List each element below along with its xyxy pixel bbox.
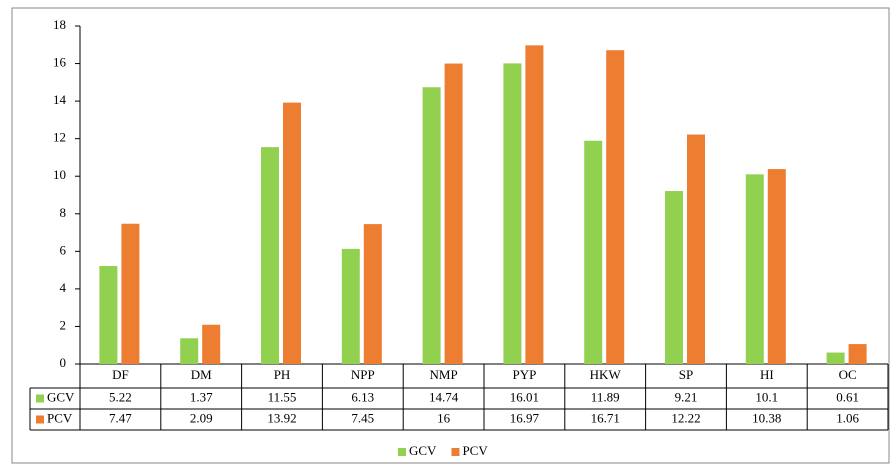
bar bbox=[363, 224, 382, 364]
bar bbox=[767, 169, 786, 364]
x-tick-label: PH bbox=[274, 367, 291, 382]
y-tick-label: 4 bbox=[60, 280, 67, 295]
y-tick-label: 16 bbox=[53, 55, 67, 70]
table-cell: 11.55 bbox=[268, 389, 297, 404]
x-tick-label: DF bbox=[112, 367, 129, 382]
bar bbox=[180, 338, 199, 364]
table-row-label: GCV bbox=[47, 389, 75, 404]
table-cell: 0.61 bbox=[836, 389, 859, 404]
x-tick-label: PYP bbox=[512, 367, 536, 382]
bar bbox=[202, 324, 221, 364]
y-tick-label: 14 bbox=[53, 92, 67, 107]
y-tick-label: 2 bbox=[60, 317, 67, 332]
table-cell: 13.92 bbox=[267, 410, 296, 425]
bar bbox=[584, 140, 603, 364]
bar bbox=[121, 223, 140, 364]
x-tick-label: DM bbox=[191, 367, 212, 382]
table-cell: 1.06 bbox=[836, 410, 859, 425]
x-tick-label: NPP bbox=[351, 367, 375, 382]
x-tick-label: HKW bbox=[590, 367, 622, 382]
table-cell: 12.22 bbox=[671, 410, 700, 425]
legend-label: GCV bbox=[409, 443, 437, 458]
bar bbox=[525, 45, 544, 364]
table-cell: 16.97 bbox=[510, 410, 540, 425]
y-tick-label: 8 bbox=[60, 205, 67, 220]
table-cell: 9.21 bbox=[675, 389, 698, 404]
legend-key bbox=[451, 448, 460, 456]
bar bbox=[261, 147, 279, 364]
bar bbox=[341, 248, 360, 364]
y-tick-label: 12 bbox=[53, 130, 66, 145]
bar bbox=[665, 191, 683, 364]
bar bbox=[99, 265, 118, 364]
bar bbox=[422, 87, 441, 365]
table-cell: 6.13 bbox=[351, 389, 374, 404]
legend-label: PCV bbox=[462, 443, 488, 458]
x-tick-label: HI bbox=[760, 367, 774, 382]
table-cell: 1.37 bbox=[190, 389, 213, 404]
y-tick-label: 10 bbox=[53, 167, 66, 182]
legend-key bbox=[36, 415, 44, 424]
bar bbox=[283, 102, 301, 364]
x-tick-label: SP bbox=[679, 367, 693, 382]
x-tick-label: NMP bbox=[430, 367, 458, 382]
table-cell: 16 bbox=[437, 410, 451, 425]
table-cell: 10.1 bbox=[755, 389, 778, 404]
table-cell: 5.22 bbox=[109, 389, 132, 404]
x-tick-label: OC bbox=[839, 367, 857, 382]
table-cell: 2.09 bbox=[190, 410, 213, 425]
y-tick-label: 18 bbox=[53, 17, 66, 32]
bar bbox=[687, 134, 705, 364]
table-cell: 7.45 bbox=[351, 410, 374, 425]
bar bbox=[503, 63, 522, 365]
bar bbox=[606, 50, 625, 365]
table-cell: 10.38 bbox=[752, 410, 781, 425]
table-cell: 14.74 bbox=[429, 389, 459, 404]
table-cell: 16.71 bbox=[591, 410, 620, 425]
table-cell: 7.47 bbox=[109, 410, 132, 425]
bar bbox=[848, 344, 867, 364]
y-tick-label: 6 bbox=[60, 242, 67, 257]
bar bbox=[745, 174, 764, 364]
bar bbox=[444, 63, 463, 365]
y-tick-label: 0 bbox=[60, 355, 67, 370]
bar bbox=[826, 352, 845, 364]
table-cell: 11.89 bbox=[591, 389, 620, 404]
legend-key bbox=[398, 448, 406, 456]
legend-key bbox=[36, 394, 44, 403]
table-row-label: PCV bbox=[47, 410, 73, 425]
table-cell: 16.01 bbox=[510, 389, 539, 404]
